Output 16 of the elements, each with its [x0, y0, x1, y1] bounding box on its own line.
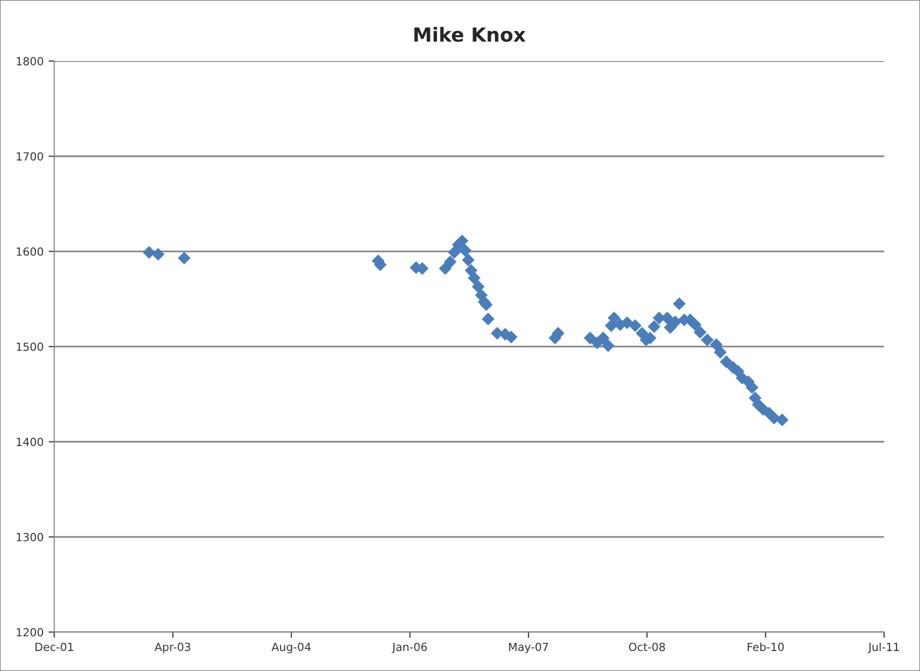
x-tick-label: Aug-04	[272, 642, 311, 654]
x-tick-label: Feb-10	[748, 642, 784, 652]
y-tick-label: 1700	[16, 152, 44, 161]
x-tick-label: May-07	[509, 642, 548, 654]
x-tick-label: Dec-01	[36, 642, 74, 652]
y-tick-label: 1500	[16, 342, 44, 351]
x-tick-label: Jul-11	[868, 642, 899, 654]
y-tick-label: 1400	[16, 438, 44, 446]
y-tick-label: 1600	[16, 247, 44, 256]
chart-title: Mike Knox	[414, 26, 526, 42]
x-tick-label: Jan-06	[392, 642, 427, 654]
y-tick-label: 1800	[16, 57, 44, 66]
y-tick-label: 1300	[16, 532, 44, 542]
x-tick-label: Apr-03	[154, 642, 190, 654]
x-tick-label: Oct-08	[628, 642, 665, 652]
y-tick-label: 1200	[16, 628, 44, 636]
